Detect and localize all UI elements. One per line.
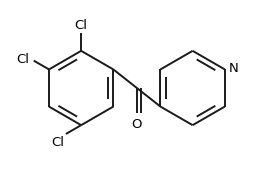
Text: Cl: Cl [51,136,64,149]
Text: Cl: Cl [16,53,29,66]
Text: N: N [229,62,238,75]
Text: Cl: Cl [75,19,88,32]
Text: O: O [132,118,142,131]
